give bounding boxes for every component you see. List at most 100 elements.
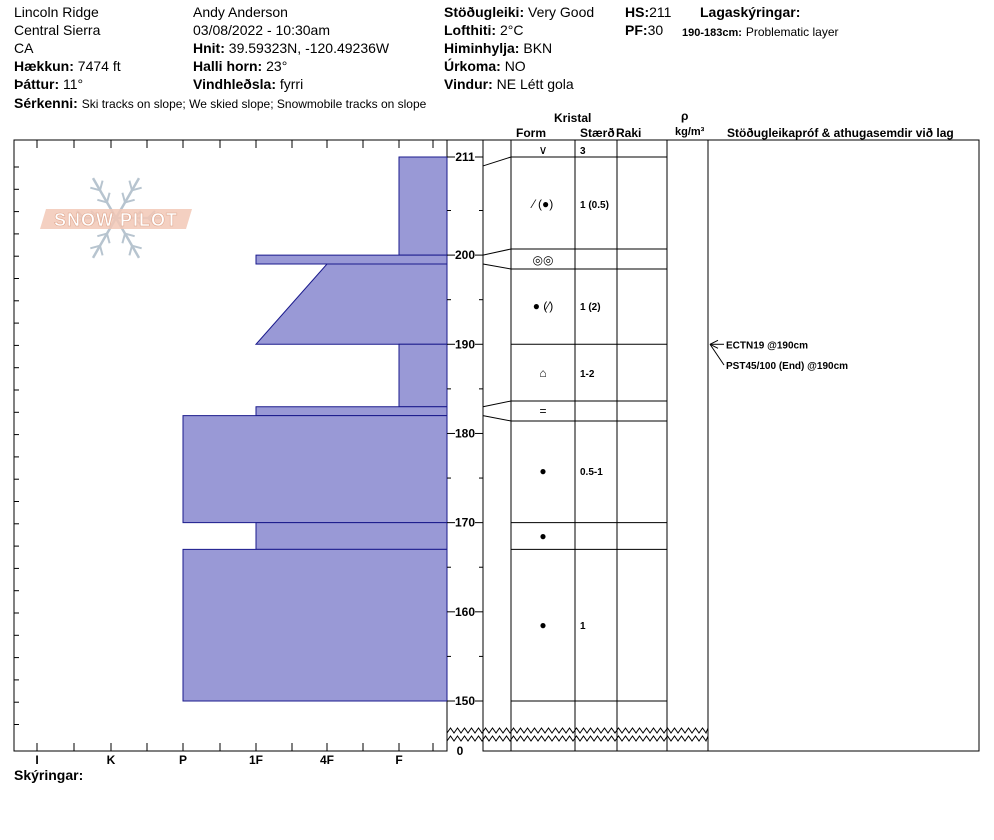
- stability-label: Stöðugleiki:: [444, 4, 525, 20]
- hs-row: HS:211: [625, 4, 671, 20]
- crystal-form-2: ◎◎: [533, 253, 554, 267]
- layer-boundary: [482, 248, 667, 256]
- legend-label: Skýringar:: [14, 767, 84, 783]
- size-header: Stærð: [580, 126, 615, 140]
- stability-tests-header: Stöðugleikapróf & athugasemdir við lag: [727, 126, 954, 140]
- features-value: Ski tracks on slope; We skied slope; Sno…: [81, 97, 427, 111]
- hardness-layer-0: [398, 156, 448, 256]
- layer-notes-label: Lagaskýringar:: [700, 4, 801, 20]
- hardness-layer-6: [255, 522, 448, 550]
- state: CA: [14, 40, 34, 56]
- wind-value: NE Létt gola: [496, 76, 574, 92]
- test-arrow: [709, 339, 719, 349]
- pf-row: PF:30: [625, 22, 663, 38]
- hardness-layer-3: [398, 343, 448, 408]
- axis-break-line: [446, 727, 709, 735]
- layer-boundary: [482, 400, 667, 408]
- snowflake-branch: [106, 233, 111, 244]
- moisture-header: Raki: [616, 126, 642, 140]
- crystal-header: Kristal: [554, 111, 592, 125]
- crystal-size-4: 1-2: [580, 369, 595, 380]
- location-name: Lincoln Ridge: [14, 4, 99, 20]
- snowflake-branch: [99, 180, 104, 191]
- elevation-label: Hækkun:: [14, 58, 74, 74]
- layer-boundary: [482, 156, 667, 167]
- aspect-value: 11°: [63, 76, 84, 92]
- y-tick-label-211: 211: [455, 150, 475, 164]
- precip-value: NO: [504, 58, 526, 74]
- y-tick-label-160: 160: [455, 605, 475, 619]
- pf-label: PF:: [625, 22, 648, 38]
- crystal-size-8: 1: [580, 621, 586, 632]
- aspect-label: Þáttur:: [14, 76, 60, 92]
- slope-value: 23°: [266, 58, 288, 74]
- snowflake-branch: [106, 192, 111, 203]
- stability-test-1: PST45/100 (End) @190cm: [726, 361, 848, 372]
- coords-row: Hnit: 39.59323N, -120.49236W: [193, 40, 389, 56]
- x-tick-label-P: P: [179, 753, 187, 767]
- precip-row: Úrkoma: NO: [444, 58, 526, 74]
- snowflake-branch: [128, 180, 133, 191]
- snowflake-branch: [99, 245, 104, 256]
- wind-loading-label: Vindhleðsla:: [193, 76, 276, 92]
- coords-label: Hnit:: [193, 40, 225, 56]
- logo-text: SNOW PILOT: [54, 210, 178, 230]
- crystal-form-4: ⌂: [539, 366, 546, 380]
- layer-table-frame: [482, 139, 980, 752]
- features-label: Sérkenni:: [14, 95, 78, 111]
- hardness-layer-4: [255, 406, 448, 417]
- air-temp-row: Lofthiti: 2°C: [444, 22, 523, 38]
- air-temp-label: Lofthiti:: [444, 22, 497, 38]
- crystal-form-5: =: [539, 404, 546, 418]
- wind-label: Vindur:: [444, 76, 493, 92]
- snowflake-branch: [128, 245, 133, 256]
- crystal-form-0: ∨: [539, 143, 548, 157]
- stability-test-0: ECTN19 @190cm: [726, 340, 808, 351]
- hs-value: 211: [649, 4, 672, 20]
- crystal-form-6: ●: [539, 464, 546, 478]
- crystal-form-7: ●: [539, 529, 546, 543]
- crystal-size-1: 1 (0.5): [580, 200, 609, 211]
- snowflake-branch: [90, 186, 101, 192]
- precip-label: Úrkoma:: [444, 58, 501, 74]
- y-tick-label-170: 170: [455, 516, 475, 530]
- y-tick-label-180: 180: [455, 426, 475, 440]
- hs-label: HS:: [625, 4, 650, 20]
- crystal-form-3: ● (⁄): [533, 299, 554, 313]
- y-tick-label-150: 150: [455, 694, 475, 708]
- snowflake-branch: [131, 186, 142, 192]
- aspect-row: Þáttur: 11°: [14, 76, 83, 92]
- features-row: Sérkenni: Ski tracks on slope; We skied …: [14, 95, 426, 112]
- stability-row: Stöðugleiki: Very Good: [444, 4, 594, 20]
- snowflake-branch: [121, 233, 126, 244]
- observer-name: Andy Anderson: [193, 4, 288, 20]
- observation-datetime: 03/08/2022 - 10:30am: [193, 22, 330, 38]
- test-leader: [709, 343, 725, 366]
- axis-break-line: [446, 735, 709, 743]
- snowflake-branch: [124, 198, 135, 204]
- layer-note-row: 190-183cm: Problematic layer: [682, 23, 839, 41]
- elevation-value: 7474 ft: [77, 58, 121, 74]
- snowflake-branch: [97, 198, 108, 204]
- logo-banner: [40, 209, 192, 229]
- hardness-layer-1: [255, 254, 448, 265]
- snowflake-branch: [97, 232, 108, 238]
- layer-boundary: [482, 263, 667, 270]
- snowflake-branch: [90, 244, 101, 250]
- slope-label: Halli horn:: [193, 58, 263, 74]
- crystal-size-6: 0.5-1: [580, 467, 603, 478]
- crystal-size-3: 1 (2): [580, 302, 601, 313]
- crystal-form-8: ●: [539, 618, 546, 632]
- x-tick-label-1F: 1F: [249, 753, 263, 767]
- elevation-row: Hækkun: 7474 ft: [14, 58, 121, 74]
- hardness-layer-7: [182, 548, 448, 702]
- snowpilot-logo: SNOW PILOT: [40, 177, 192, 259]
- pf-value: 30: [647, 22, 664, 38]
- snowflake-branch: [121, 192, 126, 203]
- x-tick-label-K: K: [107, 753, 116, 767]
- air-temp-value: 2°C: [499, 22, 524, 38]
- sky-row: Himinhylja: BKN: [444, 40, 552, 56]
- x-tick-label-I: I: [35, 753, 38, 767]
- y-tick-label-200: 200: [455, 248, 475, 262]
